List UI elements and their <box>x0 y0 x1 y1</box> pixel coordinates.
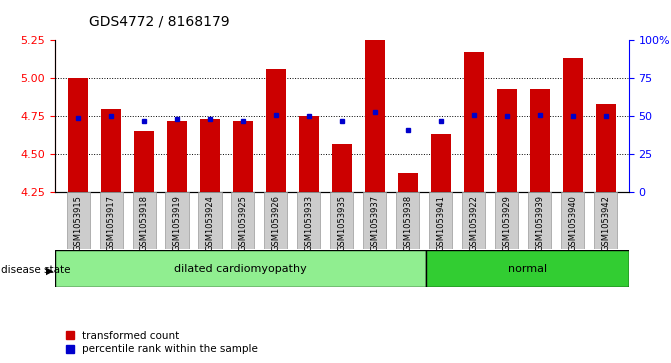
Text: GSM1053937: GSM1053937 <box>370 195 379 251</box>
Bar <box>264 192 287 249</box>
Text: GSM1053919: GSM1053919 <box>172 195 182 251</box>
Text: GSM1053929: GSM1053929 <box>502 195 511 251</box>
Bar <box>363 192 386 249</box>
Text: GSM1053940: GSM1053940 <box>568 195 577 251</box>
Bar <box>429 192 452 249</box>
Bar <box>426 250 629 287</box>
Text: GSM1053941: GSM1053941 <box>436 195 446 251</box>
Bar <box>200 119 220 192</box>
Bar <box>397 192 419 249</box>
Text: GSM1053939: GSM1053939 <box>535 195 544 251</box>
Bar <box>462 192 485 249</box>
Text: GSM1053935: GSM1053935 <box>338 195 346 251</box>
Bar <box>68 78 88 192</box>
Bar <box>365 40 384 192</box>
Bar <box>231 192 254 249</box>
Bar <box>199 192 221 249</box>
Bar <box>398 172 418 192</box>
Text: GSM1053918: GSM1053918 <box>140 195 148 251</box>
Bar <box>134 131 154 192</box>
Text: GSM1053942: GSM1053942 <box>601 195 610 251</box>
Bar <box>330 192 354 249</box>
Bar <box>563 58 582 192</box>
Bar <box>431 134 451 192</box>
Text: ▶: ▶ <box>46 265 53 276</box>
Bar <box>297 192 321 249</box>
Text: GSM1053933: GSM1053933 <box>305 195 313 251</box>
Bar <box>99 192 123 249</box>
Bar <box>66 192 90 249</box>
Text: normal: normal <box>508 264 547 274</box>
Bar <box>594 192 617 249</box>
Text: GSM1053922: GSM1053922 <box>469 195 478 251</box>
Text: GSM1053915: GSM1053915 <box>74 195 83 251</box>
Text: GDS4772 / 8168179: GDS4772 / 8168179 <box>89 15 229 29</box>
Bar <box>596 104 615 192</box>
Bar <box>497 89 517 192</box>
Bar <box>332 144 352 192</box>
Bar <box>233 121 253 192</box>
Legend: transformed count, percentile rank within the sample: transformed count, percentile rank withi… <box>66 331 258 354</box>
Text: GSM1053926: GSM1053926 <box>272 195 280 251</box>
Bar <box>528 192 552 249</box>
Text: GSM1053917: GSM1053917 <box>107 195 115 251</box>
Bar <box>266 69 286 192</box>
Bar <box>464 52 484 192</box>
Bar <box>530 89 550 192</box>
Bar <box>167 121 187 192</box>
Text: GSM1053924: GSM1053924 <box>205 195 215 251</box>
Text: GSM1053925: GSM1053925 <box>238 195 248 251</box>
Text: GSM1053938: GSM1053938 <box>403 195 412 251</box>
Text: dilated cardiomyopathy: dilated cardiomyopathy <box>174 264 307 274</box>
Bar <box>299 116 319 192</box>
Bar <box>495 192 518 249</box>
Bar <box>132 192 156 249</box>
Bar <box>55 250 426 287</box>
Bar <box>101 109 121 192</box>
Bar <box>561 192 584 249</box>
Bar <box>166 192 189 249</box>
Text: disease state: disease state <box>1 265 71 276</box>
